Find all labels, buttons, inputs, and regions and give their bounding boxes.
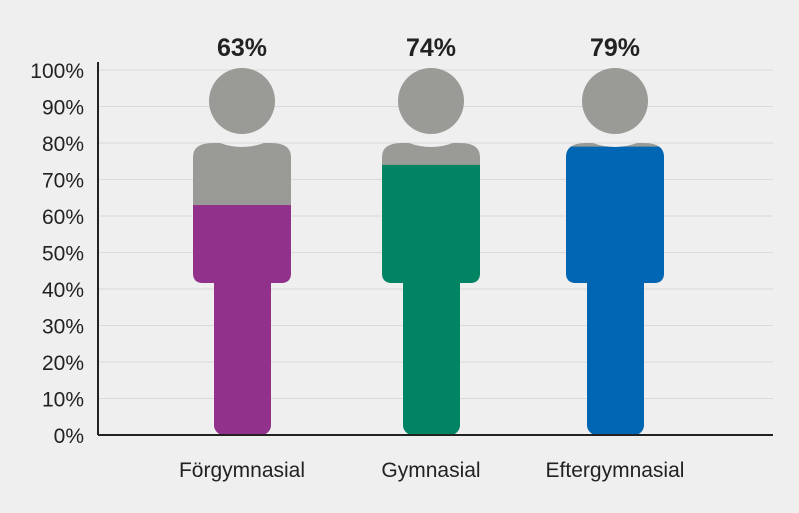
y-tick-label: 100% — [30, 60, 84, 83]
person-fill-bar — [566, 146, 664, 435]
y-tick-label: 30% — [42, 316, 84, 339]
category-label: Förgymnasial — [179, 459, 305, 482]
y-tick-label: 0% — [54, 425, 84, 448]
category-label: Eftergymnasial — [546, 459, 685, 482]
y-tick-label: 90% — [42, 97, 84, 120]
y-tick-label: 50% — [42, 243, 84, 266]
person-figure — [193, 68, 291, 435]
y-tick-label: 20% — [42, 352, 84, 375]
y-tick-label: 60% — [42, 206, 84, 229]
person-figure — [566, 68, 664, 435]
y-tick-label: 70% — [42, 170, 84, 193]
value-label: 74% — [406, 34, 456, 62]
y-tick-label: 10% — [42, 389, 84, 412]
value-label: 79% — [590, 34, 640, 62]
value-label: 63% — [217, 34, 267, 62]
person-fill-bar — [193, 205, 291, 435]
person-figure — [382, 68, 480, 435]
y-tick-label: 40% — [42, 279, 84, 302]
category-label: Gymnasial — [381, 459, 480, 482]
y-tick-label: 80% — [42, 133, 84, 156]
